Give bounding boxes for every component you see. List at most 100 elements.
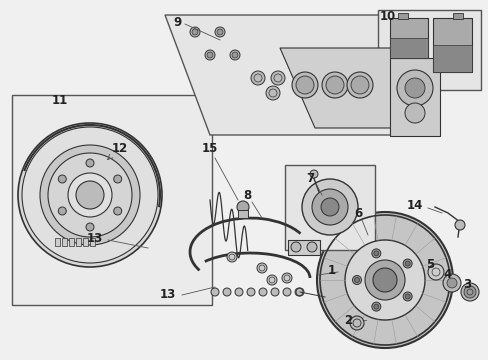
Circle shape — [405, 294, 409, 299]
Circle shape — [40, 145, 140, 245]
Circle shape — [446, 278, 456, 288]
Circle shape — [404, 103, 424, 123]
Circle shape — [270, 288, 279, 296]
Text: 11: 11 — [52, 94, 68, 107]
Circle shape — [442, 274, 460, 292]
Circle shape — [345, 240, 424, 320]
Circle shape — [257, 263, 266, 273]
Circle shape — [402, 259, 411, 268]
Circle shape — [396, 70, 432, 106]
Polygon shape — [389, 18, 427, 58]
Text: 8: 8 — [243, 189, 251, 202]
Text: 5: 5 — [425, 258, 433, 271]
Circle shape — [86, 223, 94, 231]
Circle shape — [114, 207, 122, 215]
Circle shape — [266, 275, 276, 285]
Circle shape — [114, 175, 122, 183]
Circle shape — [350, 76, 368, 94]
Circle shape — [364, 260, 404, 300]
Circle shape — [306, 242, 316, 252]
Circle shape — [204, 50, 215, 60]
Text: 3: 3 — [462, 279, 470, 292]
Bar — [452, 13, 462, 19]
Text: 1: 1 — [327, 264, 335, 276]
Circle shape — [229, 50, 240, 60]
Circle shape — [373, 304, 378, 309]
Circle shape — [68, 173, 112, 217]
Circle shape — [402, 292, 411, 301]
Circle shape — [223, 288, 230, 296]
Circle shape — [294, 288, 303, 296]
Bar — [76, 238, 81, 246]
Bar — [287, 240, 319, 255]
Circle shape — [190, 27, 200, 37]
Bar — [55, 238, 60, 246]
Bar — [397, 13, 407, 19]
Circle shape — [427, 264, 443, 280]
Polygon shape — [389, 38, 427, 58]
Circle shape — [354, 278, 359, 283]
Bar — [12, 95, 212, 305]
Circle shape — [321, 72, 347, 98]
Circle shape — [290, 242, 301, 252]
Bar — [377, 10, 480, 90]
Circle shape — [246, 288, 254, 296]
Circle shape — [311, 189, 347, 225]
Text: 15: 15 — [202, 141, 218, 154]
Circle shape — [404, 78, 424, 98]
Circle shape — [295, 76, 313, 94]
Text: 6: 6 — [353, 207, 362, 220]
Circle shape — [259, 288, 266, 296]
Circle shape — [316, 212, 452, 348]
Text: 9: 9 — [174, 15, 182, 28]
Circle shape — [371, 249, 380, 258]
Text: 13: 13 — [160, 288, 176, 302]
Circle shape — [352, 275, 361, 284]
Circle shape — [76, 181, 104, 209]
Bar — [83, 238, 88, 246]
Circle shape — [282, 273, 291, 283]
Text: 2: 2 — [343, 314, 351, 327]
Circle shape — [405, 261, 409, 266]
Circle shape — [210, 288, 219, 296]
Circle shape — [283, 288, 290, 296]
Circle shape — [373, 251, 378, 256]
Circle shape — [217, 29, 223, 35]
Circle shape — [309, 170, 317, 178]
Text: 7: 7 — [305, 171, 313, 185]
Bar — [285, 165, 374, 250]
Circle shape — [463, 286, 475, 298]
Circle shape — [215, 27, 224, 37]
Circle shape — [231, 52, 238, 58]
Bar — [389, 58, 439, 136]
Circle shape — [235, 288, 243, 296]
Circle shape — [226, 252, 237, 262]
Circle shape — [206, 52, 213, 58]
Circle shape — [291, 72, 317, 98]
Bar — [69, 238, 74, 246]
Circle shape — [192, 29, 198, 35]
Bar — [62, 238, 67, 246]
Text: 14: 14 — [406, 198, 422, 212]
Circle shape — [58, 207, 66, 215]
Circle shape — [371, 302, 380, 311]
Text: 12: 12 — [107, 141, 128, 159]
Circle shape — [48, 153, 132, 237]
Circle shape — [460, 283, 478, 301]
Text: 4: 4 — [443, 269, 451, 282]
Circle shape — [18, 123, 162, 267]
Bar — [90, 238, 95, 246]
Circle shape — [320, 198, 338, 216]
Circle shape — [86, 159, 94, 167]
Polygon shape — [280, 48, 429, 128]
Circle shape — [250, 71, 264, 85]
Circle shape — [58, 175, 66, 183]
Circle shape — [346, 72, 372, 98]
Text: 10: 10 — [379, 9, 395, 23]
Circle shape — [270, 71, 285, 85]
Circle shape — [454, 220, 464, 230]
Polygon shape — [432, 18, 471, 72]
Bar — [238, 210, 247, 218]
Circle shape — [372, 268, 396, 292]
Circle shape — [237, 201, 248, 213]
